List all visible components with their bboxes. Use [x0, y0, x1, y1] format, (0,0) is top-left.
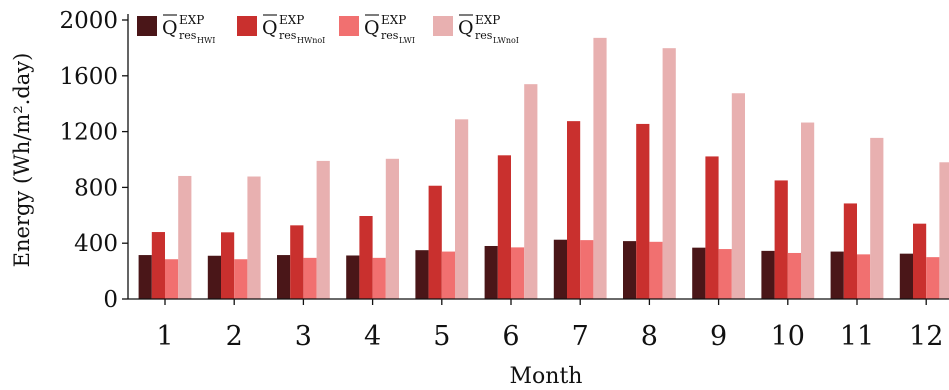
x-tick-label: 9 [710, 321, 727, 352]
legend-superscript: EXP [381, 13, 406, 27]
x-tick-label: 2 [226, 321, 243, 352]
bar-hwnoi-month-9 [705, 156, 719, 299]
bar-hwi-month-12 [899, 253, 913, 299]
bar-hwi-month-7 [553, 239, 567, 299]
legend-superscript: EXP [279, 13, 304, 27]
x-tick-label: 5 [433, 321, 450, 352]
bar-lwnoi-month-4 [385, 158, 399, 299]
x-tick-label: 10 [771, 321, 805, 352]
legend-entry-hwi: Q EXP res HWI [137, 13, 215, 45]
bar-lwnoi-month-2 [247, 176, 261, 299]
bar-lwi-month-3 [303, 257, 317, 299]
legend-subscript-index: LWI [399, 36, 415, 45]
legend-subscript-index: HWI [197, 36, 215, 45]
x-axis-label: Month [510, 364, 583, 389]
legend-symbol: Q [458, 17, 474, 39]
y-tick-label: 0 [103, 287, 118, 313]
bar-lwi-month-8 [649, 241, 663, 299]
legend-subscript-index: HWnoI [297, 36, 325, 45]
bar-hwi-month-9 [692, 247, 706, 299]
y-tick-label: 1600 [59, 64, 118, 90]
x-tick-label: 7 [572, 321, 589, 352]
legend-superscript: EXP [179, 13, 204, 27]
bar-hwnoi-month-6 [497, 155, 511, 299]
x-tick-label: 8 [641, 321, 658, 352]
bar-hwi-month-1 [138, 255, 152, 299]
y-tick-label: 400 [74, 231, 118, 257]
legend-swatch [237, 16, 257, 36]
x-tick-label: 6 [502, 321, 519, 352]
bar-hwnoi-month-4 [359, 216, 373, 299]
x-tick-label: 3 [295, 321, 312, 352]
bar-lwnoi-month-10 [801, 122, 815, 299]
legend-entry-lwnoi: Q EXP res LWnoI [433, 13, 519, 45]
legend-swatch [137, 16, 157, 36]
bar-lwi-month-7 [580, 240, 594, 299]
bar-hwi-month-4 [346, 255, 360, 299]
bar-hwnoi-month-2 [221, 232, 235, 299]
legend-subscript: res [179, 29, 197, 42]
legend-swatch [433, 16, 453, 36]
bar-lwnoi-month-7 [593, 37, 607, 300]
legend-symbol: Q [262, 17, 278, 39]
bar-lwnoi-month-5 [455, 119, 469, 299]
y-tick-label: 2000 [59, 8, 118, 34]
plot-area [138, 37, 949, 300]
bar-hwnoi-month-1 [151, 232, 165, 299]
legend-box [133, 9, 519, 45]
x-ticks: 1 2 3 4 5 6 7 8 9 10 11 12 [156, 299, 943, 352]
bar-lwnoi-month-8 [662, 48, 676, 300]
bar-hwi-month-6 [484, 245, 498, 299]
x-tick-label: 11 [840, 321, 874, 352]
bar-lwi-month-4 [372, 257, 386, 299]
legend-entry-hwnoi: Q EXP res HWnoI [237, 13, 325, 45]
bar-lwi-month-2 [234, 259, 248, 299]
y-ticks: 0 400 800 1200 1600 2000 [59, 8, 128, 313]
axes [127, 14, 949, 300]
bar-lwi-month-11 [857, 254, 871, 299]
bar-lwi-month-5 [441, 251, 455, 299]
legend-entry-lwi: Q EXP res LWI [339, 13, 415, 45]
y-tick-label: 1200 [59, 120, 118, 146]
y-axis-label: Energy (Wh/m².day) [10, 53, 34, 268]
legend-superscript: EXP [475, 13, 500, 27]
bar-hwnoi-month-5 [428, 185, 442, 299]
bar-lwi-month-12 [926, 257, 940, 299]
bar-lwi-month-1 [165, 259, 179, 299]
bar-hwi-month-5 [415, 250, 429, 299]
legend-subscript-index: LWnoI [493, 36, 519, 45]
bar-hwi-month-11 [830, 251, 844, 299]
bar-lwnoi-month-12 [939, 162, 949, 299]
bar-hwnoi-month-7 [567, 121, 581, 299]
legend-subscript: res [475, 29, 493, 42]
bar-lwnoi-month-11 [870, 137, 884, 299]
legend-symbol: Q [364, 17, 380, 39]
bar-hwnoi-month-8 [636, 123, 650, 300]
legend-swatch [339, 16, 359, 36]
bar-lwnoi-month-6 [524, 84, 538, 299]
bar-lwi-month-9 [718, 249, 732, 299]
bar-lwi-month-10 [787, 252, 801, 299]
bar-hwi-month-8 [623, 241, 637, 299]
bar-hwi-month-10 [761, 250, 775, 299]
x-tick-label: 4 [364, 321, 381, 352]
x-tick-label: 12 [909, 321, 943, 352]
bar-hwnoi-month-10 [774, 180, 788, 299]
legend-symbol: Q [162, 17, 178, 39]
bar-lwnoi-month-9 [731, 93, 745, 300]
legend-subscript: res [279, 29, 297, 42]
bar-hwnoi-month-3 [290, 225, 304, 299]
bar-lwi-month-6 [511, 247, 525, 299]
legend-subscript: res [381, 29, 399, 42]
bar-hwi-month-3 [277, 255, 291, 299]
bar-lwnoi-month-1 [178, 175, 192, 299]
x-tick-label: 1 [156, 321, 173, 352]
bar-hwnoi-month-11 [843, 203, 857, 299]
bar-lwnoi-month-3 [316, 160, 330, 299]
y-tick-label: 800 [74, 175, 118, 201]
bar-hwnoi-month-12 [913, 223, 927, 299]
bar-hwi-month-2 [207, 255, 221, 299]
